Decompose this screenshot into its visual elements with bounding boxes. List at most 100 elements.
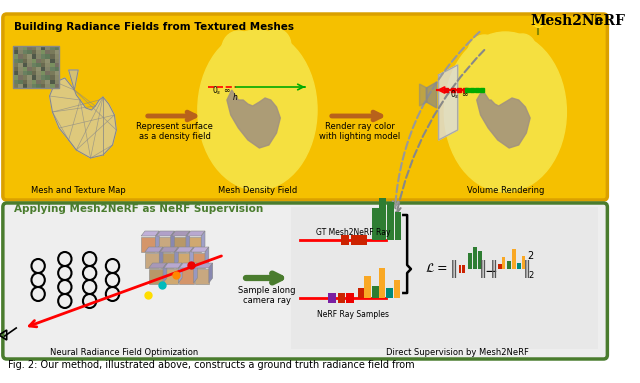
Polygon shape: [426, 82, 436, 108]
FancyBboxPatch shape: [31, 46, 36, 50]
FancyBboxPatch shape: [164, 269, 179, 284]
FancyBboxPatch shape: [351, 235, 358, 245]
FancyBboxPatch shape: [358, 288, 364, 298]
FancyBboxPatch shape: [22, 75, 27, 80]
FancyBboxPatch shape: [50, 46, 54, 50]
FancyBboxPatch shape: [50, 54, 54, 59]
FancyBboxPatch shape: [36, 80, 41, 84]
FancyBboxPatch shape: [18, 84, 22, 88]
Ellipse shape: [221, 31, 255, 69]
FancyBboxPatch shape: [50, 80, 54, 84]
FancyBboxPatch shape: [394, 280, 401, 298]
FancyBboxPatch shape: [18, 67, 22, 71]
FancyBboxPatch shape: [364, 276, 371, 298]
FancyBboxPatch shape: [45, 63, 50, 67]
FancyBboxPatch shape: [41, 46, 45, 50]
FancyBboxPatch shape: [54, 84, 59, 88]
FancyBboxPatch shape: [18, 54, 22, 59]
Text: $\Vert$: $\Vert$: [489, 258, 497, 280]
FancyBboxPatch shape: [50, 71, 54, 75]
FancyBboxPatch shape: [54, 50, 59, 54]
FancyBboxPatch shape: [45, 67, 50, 71]
FancyBboxPatch shape: [22, 80, 27, 84]
Text: $\Vert$: $\Vert$: [478, 258, 486, 280]
FancyBboxPatch shape: [45, 75, 50, 80]
FancyBboxPatch shape: [50, 63, 54, 67]
FancyBboxPatch shape: [31, 54, 36, 59]
FancyBboxPatch shape: [22, 84, 27, 88]
Polygon shape: [156, 231, 175, 236]
Polygon shape: [164, 263, 182, 268]
Text: $2$: $2$: [528, 270, 534, 280]
FancyBboxPatch shape: [54, 80, 59, 84]
FancyBboxPatch shape: [54, 71, 59, 75]
FancyBboxPatch shape: [27, 54, 31, 59]
FancyBboxPatch shape: [31, 50, 36, 54]
FancyBboxPatch shape: [18, 46, 22, 50]
FancyBboxPatch shape: [13, 84, 18, 88]
Polygon shape: [438, 65, 458, 140]
Text: $-$: $-$: [483, 262, 497, 277]
FancyBboxPatch shape: [54, 63, 59, 67]
FancyBboxPatch shape: [54, 54, 59, 59]
FancyBboxPatch shape: [54, 46, 59, 50]
Polygon shape: [163, 263, 167, 283]
FancyBboxPatch shape: [50, 84, 54, 88]
FancyBboxPatch shape: [41, 59, 45, 63]
FancyBboxPatch shape: [3, 203, 607, 359]
Text: Sample along
camera ray: Sample along camera ray: [238, 286, 296, 305]
FancyBboxPatch shape: [31, 84, 36, 88]
FancyBboxPatch shape: [187, 237, 201, 252]
FancyBboxPatch shape: [291, 207, 598, 349]
FancyBboxPatch shape: [18, 75, 22, 80]
FancyBboxPatch shape: [175, 253, 189, 268]
FancyBboxPatch shape: [22, 63, 27, 67]
FancyBboxPatch shape: [386, 288, 393, 298]
Ellipse shape: [444, 32, 566, 192]
Polygon shape: [156, 231, 159, 251]
FancyBboxPatch shape: [468, 253, 472, 269]
FancyBboxPatch shape: [27, 71, 31, 75]
FancyBboxPatch shape: [160, 253, 175, 268]
FancyBboxPatch shape: [179, 269, 193, 284]
FancyBboxPatch shape: [360, 235, 367, 245]
FancyBboxPatch shape: [22, 59, 27, 63]
FancyBboxPatch shape: [50, 75, 54, 80]
Text: 5: 5: [593, 14, 602, 28]
FancyBboxPatch shape: [508, 261, 511, 269]
FancyBboxPatch shape: [13, 71, 18, 75]
Ellipse shape: [468, 35, 501, 73]
Text: $0_s$: $0_s$: [212, 84, 221, 97]
FancyBboxPatch shape: [27, 59, 31, 63]
FancyBboxPatch shape: [50, 50, 54, 54]
Text: Mesh2NeRF: Mesh2NeRF: [530, 14, 625, 28]
FancyBboxPatch shape: [148, 269, 163, 284]
Polygon shape: [201, 231, 205, 251]
Polygon shape: [160, 247, 179, 252]
FancyBboxPatch shape: [41, 80, 45, 84]
Text: $\Vert$: $\Vert$: [449, 258, 457, 280]
FancyBboxPatch shape: [13, 75, 18, 80]
FancyBboxPatch shape: [45, 80, 50, 84]
FancyBboxPatch shape: [31, 63, 36, 67]
FancyBboxPatch shape: [36, 67, 41, 71]
FancyBboxPatch shape: [18, 80, 22, 84]
Polygon shape: [179, 263, 182, 283]
Polygon shape: [159, 247, 163, 267]
FancyBboxPatch shape: [512, 249, 516, 269]
Text: $0_s$: $0_s$: [450, 88, 460, 100]
FancyBboxPatch shape: [18, 63, 22, 67]
FancyBboxPatch shape: [516, 263, 520, 269]
Text: Mesh Density Field: Mesh Density Field: [218, 186, 297, 195]
Polygon shape: [145, 247, 163, 252]
FancyBboxPatch shape: [22, 46, 27, 50]
FancyBboxPatch shape: [36, 75, 41, 80]
FancyBboxPatch shape: [54, 75, 59, 80]
Polygon shape: [227, 90, 280, 148]
FancyBboxPatch shape: [27, 75, 31, 80]
Polygon shape: [68, 70, 78, 90]
FancyBboxPatch shape: [3, 14, 607, 200]
FancyBboxPatch shape: [36, 54, 41, 59]
Polygon shape: [193, 263, 197, 283]
Polygon shape: [175, 247, 179, 267]
